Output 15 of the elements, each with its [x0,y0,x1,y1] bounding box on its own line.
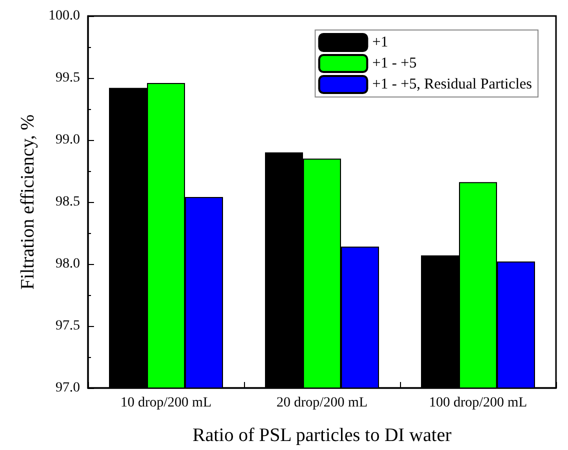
x-tick-label: 10 drop/200 mL [120,396,212,410]
y-tick-label: 99.0 [56,132,80,148]
y-axis-title: Filtration efficiency, % [18,114,39,290]
y-tick-label: 98.5 [56,194,80,210]
legend-label: +1 [372,34,388,50]
y-tick-label: 100.0 [48,8,80,24]
legend-label: +1 - +5, Residual Particles [372,76,532,92]
y-tick-label: 97.0 [56,380,80,396]
y-tick-label: 98.0 [56,256,80,272]
y-tick-label: 99.5 [56,70,80,86]
x-axis-title: Ratio of PSL particles to DI water [192,425,452,446]
y-tick-label: 97.5 [56,318,80,334]
x-tick-label: 100 drop/200 mL [429,396,527,410]
x-tick-label: 20 drop/200 mL [276,396,368,410]
legend-label: +1 - +5 [372,56,417,72]
